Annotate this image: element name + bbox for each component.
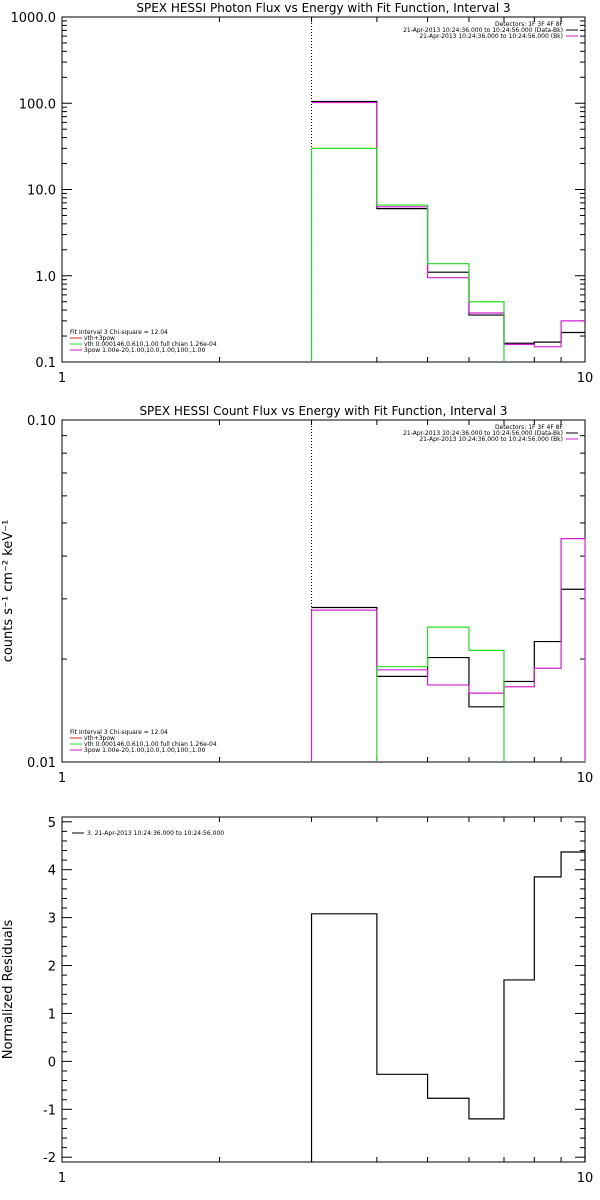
y-tick-label: 1000.0 <box>11 11 57 26</box>
plot-frame <box>61 419 586 763</box>
fit-line: 3pow 1.00e-20,1.00,10.0,1.00,100.,1.00 <box>84 747 205 754</box>
y-tick-label: 0.1 <box>35 356 56 371</box>
x-tick-label: 1 <box>58 771 66 786</box>
series-black <box>311 100 585 344</box>
info-line: 21-Apr-2013 10:24:36.000 to 10:24:56.000… <box>403 430 563 437</box>
y-axis-label: counts s⁻¹ cm⁻² keV⁻¹ <box>1 520 16 663</box>
fit-line: 3pow 1.00e-20,1.00,10.0,1.00,100.,1.00 <box>84 347 205 354</box>
residual-legend-label: 3. 21-Apr-2013 10:24:36.000 to 10:24:56.… <box>87 830 224 837</box>
y-tick-label: 3 <box>48 912 56 927</box>
x-tick-label: 1 <box>58 371 66 386</box>
y-tick-label: 0.01 <box>27 756 56 771</box>
y-tick-label: 1.0 <box>35 270 56 285</box>
fit-line: vth+3pow <box>84 335 115 342</box>
x-tick-label: 10 <box>577 371 594 386</box>
y-axis-label: Normalized Residuals <box>1 920 16 1060</box>
x-tick-label: 10 <box>577 1171 594 1186</box>
y-tick-label: 4 <box>48 864 56 879</box>
y-tick-label: 10.0 <box>27 184 56 199</box>
info-line: Detectors: 1F 3F 4F 8F <box>495 424 564 431</box>
y-tick-label: 100.0 <box>19 97 56 112</box>
fit-line: Fit Interval 3 Chi-square = 12.04 <box>70 729 168 736</box>
x-tick-label: 1 <box>58 1171 66 1186</box>
series-green <box>376 626 505 762</box>
y-tick-label: 0 <box>48 1055 56 1070</box>
y-tick-label: -1 <box>43 1103 56 1118</box>
y-tick-label: 5 <box>48 816 56 831</box>
info-line: 21-Apr-2013 10:24:36.000 to 10:24:56.000… <box>403 27 563 34</box>
plot-frame <box>61 16 586 363</box>
series-black <box>311 588 585 708</box>
fit-line: vth+3pow <box>84 735 115 742</box>
y-tick-label: 0.10 <box>27 414 56 429</box>
info-line: 21-Apr-2013 10:24:36.000 to 10:24:56.000… <box>419 436 563 443</box>
series-residuals <box>310 851 586 1162</box>
fit-line: Fit Interval 3 Chi-square = 12.04 <box>70 329 168 336</box>
y-tick-label: -2 <box>43 1151 56 1166</box>
panel-3: 1 10 -2 -1 0 1 2 3 4 5 Normalized Residuals 3. 21-A… <box>1 816 593 1186</box>
chart-title: SPEX HESSI Photon Flux vs Energy with Fi… <box>136 1 510 15</box>
series-magenta <box>311 101 585 348</box>
panel-1: SPEX HESSI Photon Flux vs Energy with Fi… <box>11 1 594 386</box>
chart-title: SPEX HESSI Count Flux vs Energy with Fit… <box>139 404 507 418</box>
series-green <box>310 147 505 362</box>
fit-line: vth 0.000146,0.610,1.00 full chian 1.26e… <box>84 741 217 748</box>
fit-line: vth 0.000146,0.610,1.00 full chian 1.26e… <box>84 341 217 348</box>
series-magenta <box>310 538 586 762</box>
info-line: 21-Apr-2013 10:24:36.000 to 10:24:56.000… <box>419 33 563 40</box>
plot-frame <box>61 816 586 1163</box>
x-tick-label: 10 <box>577 771 594 786</box>
panel-2: SPEX HESSI Count Flux vs Energy with Fit… <box>1 404 593 786</box>
y-tick-label: 1 <box>48 1007 56 1022</box>
info-line: Detectors: 1F 3F 4F 8F <box>495 21 564 28</box>
y-tick-label: 2 <box>48 960 56 975</box>
